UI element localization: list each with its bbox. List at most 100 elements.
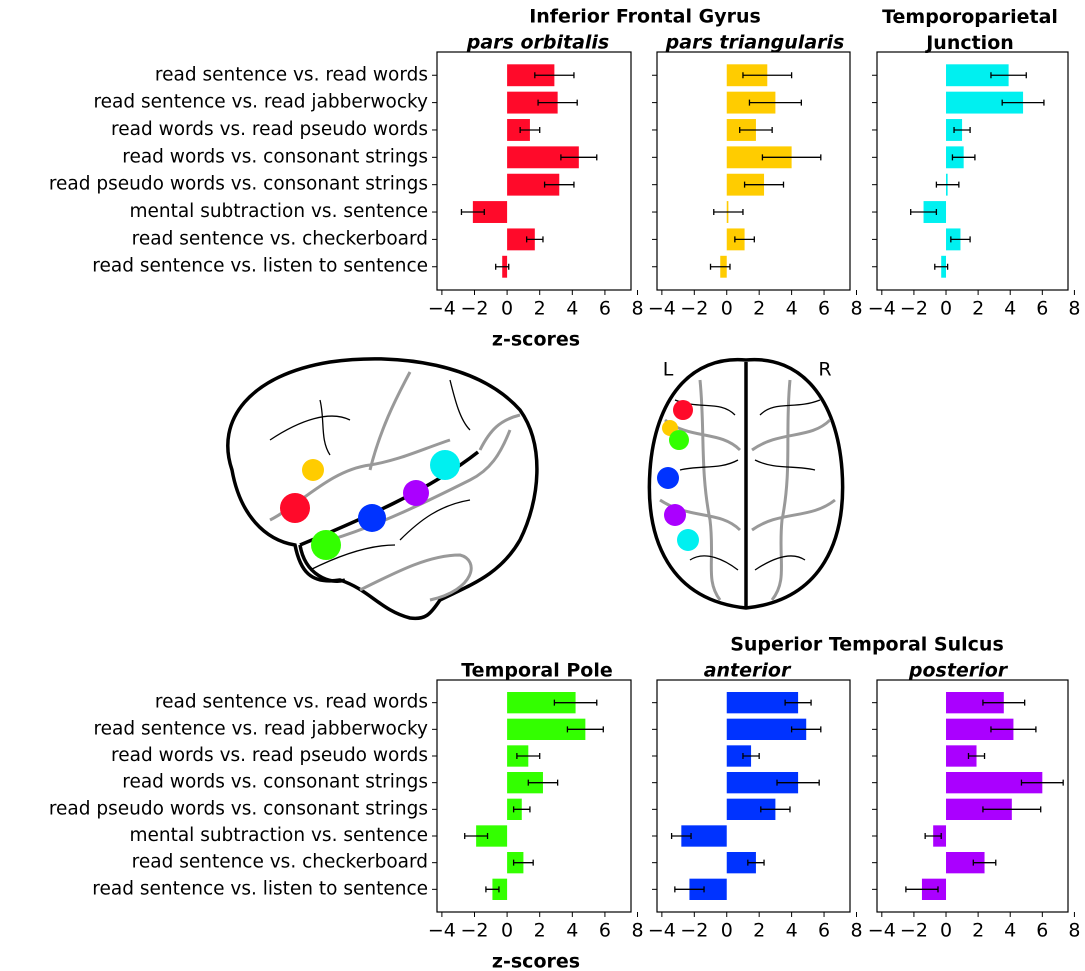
error-bar	[951, 154, 976, 161]
title-line: Temporoparietal	[882, 6, 1058, 28]
error-bar	[674, 886, 705, 893]
title-line: Junction	[924, 32, 1014, 54]
error-bar	[784, 699, 812, 706]
x-tick-label: 8	[631, 920, 643, 942]
error-bar	[742, 72, 793, 79]
error-bar	[534, 72, 575, 79]
category-label: read pseudo words vs. consonant strings	[49, 174, 428, 195]
x-tick-label: 4	[1004, 920, 1016, 942]
bar	[507, 718, 586, 740]
x-tick-label: 4	[566, 298, 578, 320]
x-tick-label: −4	[868, 920, 896, 942]
bar	[946, 745, 977, 767]
bar	[726, 798, 776, 820]
error-bar	[553, 699, 598, 706]
error-bar	[905, 886, 939, 893]
error-bar	[990, 726, 1037, 733]
panel-subtitle: Temporal Pole	[461, 660, 612, 682]
error-bar	[1001, 99, 1045, 106]
plot-frame	[876, 51, 1069, 291]
x-tick-label: 8	[850, 920, 862, 942]
bar	[946, 852, 985, 874]
brain-lateral	[226, 357, 539, 621]
x-tick-label: 0	[501, 298, 513, 320]
x-tick-label: 2	[972, 920, 984, 942]
error-bar	[748, 99, 802, 106]
error-bar	[537, 99, 578, 106]
x-tick-label: 6	[818, 920, 830, 942]
category-label: read sentence vs. read jabberwocky	[93, 92, 428, 113]
category-label: read words vs. consonant strings	[122, 146, 428, 167]
x-tick-label: 2	[534, 920, 546, 942]
bar	[507, 119, 530, 141]
error-bar	[485, 886, 500, 893]
plot-frame	[436, 679, 632, 913]
bar	[726, 852, 756, 874]
error-bar	[990, 72, 1027, 79]
error-bar	[543, 181, 575, 188]
category-label: read sentence vs. listen to sentence	[92, 256, 428, 277]
bar	[507, 772, 543, 794]
x-tick-label: 0	[501, 920, 513, 942]
panel-title: Temporoparietal Junction	[882, 6, 1058, 54]
x-tick-label: −2	[680, 298, 708, 320]
category-label: mental subtraction vs. sentence	[129, 825, 428, 846]
bar	[946, 64, 1009, 87]
error-bar	[739, 126, 773, 133]
bar	[472, 201, 508, 223]
x-tick-label: 6	[1036, 920, 1048, 942]
bar	[946, 772, 1043, 794]
category-label: read pseudo words vs. consonant strings	[49, 798, 428, 819]
bar	[507, 146, 579, 169]
bar	[507, 64, 555, 87]
error-bar	[526, 236, 544, 243]
category-label: read sentence vs. listen to sentence	[92, 878, 428, 899]
x-tick-label: 4	[786, 298, 798, 320]
x-tick-label: 2	[534, 298, 546, 320]
category-label: read words vs. read pseudo words	[111, 119, 428, 140]
x-tick-label: 8	[850, 298, 862, 320]
error-bar	[760, 806, 791, 813]
error-bar	[761, 154, 822, 161]
x-tick-label: 0	[721, 298, 733, 320]
error-bar	[566, 726, 604, 733]
error-bar	[950, 236, 971, 243]
bar	[726, 146, 792, 169]
error-bar	[560, 154, 598, 161]
error-bar	[910, 209, 938, 216]
plot-frame	[876, 679, 1069, 913]
x-tick-label: −4	[648, 920, 676, 942]
bar	[946, 798, 1012, 820]
category-label: read sentence vs. checkerboard	[132, 852, 428, 873]
error-bar	[527, 779, 559, 786]
x-tick-label: 6	[818, 298, 830, 320]
error-bar	[1020, 779, 1064, 786]
bar	[681, 825, 727, 847]
category-label: mental subtraction vs. sentence	[129, 201, 428, 222]
error-bar	[742, 753, 760, 759]
bar	[689, 878, 727, 900]
x-tick-label: 0	[940, 920, 952, 942]
bar	[507, 173, 560, 196]
error-bar	[934, 263, 949, 270]
bar	[726, 692, 799, 714]
x-tick-label: −2	[460, 920, 488, 942]
x-axis-label: z-scores	[492, 951, 580, 971]
bar	[946, 692, 1004, 714]
brain-axial: L R	[647, 357, 845, 610]
category-label: read sentence vs. read words	[155, 692, 428, 713]
error-bar	[743, 181, 785, 188]
x-axis-label: z-scores	[492, 329, 580, 351]
bar	[946, 718, 1014, 740]
plot-frame	[436, 51, 632, 291]
error-bar	[972, 859, 997, 866]
bar	[726, 745, 752, 767]
bar	[507, 228, 535, 251]
x-tick-label: 6	[599, 298, 611, 320]
x-tick-label: 2	[972, 298, 984, 320]
x-tick-label: 2	[753, 920, 765, 942]
hemisphere-label: R	[818, 359, 831, 381]
error-bar	[924, 833, 942, 839]
